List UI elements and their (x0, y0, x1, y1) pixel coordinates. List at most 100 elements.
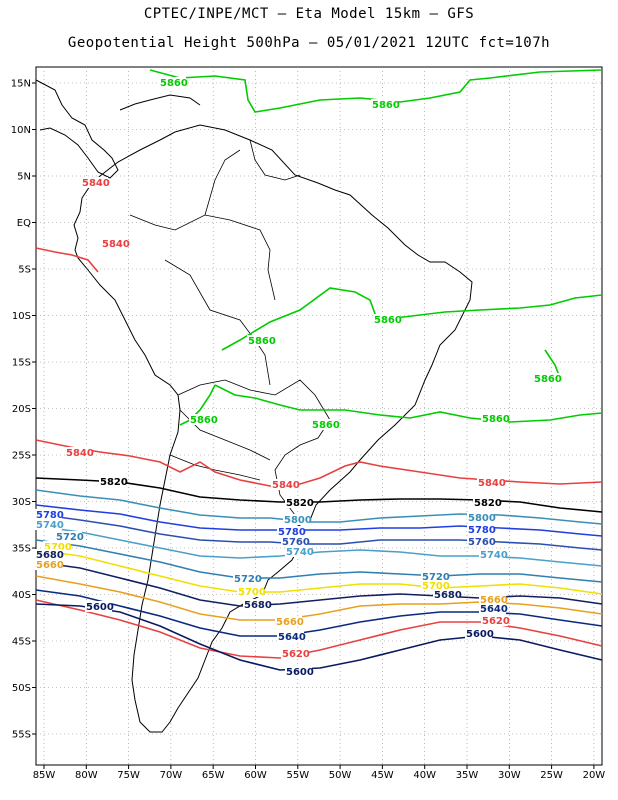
contour-label-5720: 5720 (234, 574, 262, 585)
contour-label-5700: 5700 (44, 542, 72, 553)
lat-label: 10S (12, 311, 31, 322)
contour-label-5660: 5660 (276, 617, 304, 628)
contour-label-bg (159, 77, 186, 88)
contour-label-5860: 5860 (482, 414, 510, 425)
lat-label: 10N (11, 125, 31, 136)
contour-label-bg (477, 477, 504, 488)
contour-label-5740: 5740 (36, 520, 64, 531)
contour-label-bg (275, 616, 302, 627)
contour-label-5840: 5840 (82, 178, 110, 189)
contour-label-bg (285, 497, 312, 508)
contour-label-bg (277, 631, 304, 642)
contour-5600 (35, 603, 603, 671)
lon-label: 30W (498, 770, 521, 781)
lat-label: 30S (12, 497, 31, 508)
contour-label-5740: 5740 (480, 550, 508, 561)
central-america-coast (35, 79, 119, 179)
contour-label-5680: 5680 (434, 590, 462, 601)
contour-label-bg (285, 546, 312, 557)
lon-label: 80W (75, 770, 98, 781)
contour-label-bg (99, 476, 126, 487)
contour-label-bg (281, 648, 308, 659)
lat-label: 50S (12, 683, 31, 694)
lon-label: 50W (329, 770, 352, 781)
contour-5780 (35, 504, 603, 537)
lon-label: 25W (540, 770, 563, 781)
lat-label: 25S (12, 451, 31, 462)
contour-label-bg (283, 514, 310, 525)
lat-label: 15S (12, 358, 31, 369)
contour-label-bg (85, 601, 112, 612)
contour-label-bg (373, 314, 400, 325)
contour-label-bg (237, 586, 264, 597)
lat-label: 5N (17, 172, 31, 183)
contour-label-5860: 5860 (534, 374, 562, 385)
lat-label: 55S (12, 730, 31, 741)
lon-label: 60W (244, 770, 267, 781)
contour-5860 (221, 287, 603, 351)
contour-label-5860: 5860 (312, 420, 340, 431)
contour-5660 (35, 575, 603, 621)
caribbean-coast (119, 94, 201, 111)
map-title: CPTEC/INPE/MCT – Eta Model 15km – GFS (143, 6, 475, 22)
contour-5700 (35, 549, 603, 595)
contour-5680 (35, 561, 603, 607)
contour-label-5720: 5720 (422, 572, 450, 583)
contour-label-5660: 5660 (480, 595, 508, 606)
contour-5720 (35, 539, 603, 583)
contour-label-bg (189, 414, 216, 425)
lat-label: 40S (12, 590, 31, 601)
lon-label: 40W (413, 770, 436, 781)
contour-label-bg (43, 541, 70, 552)
contour-label-5860: 5860 (190, 415, 218, 426)
contour-label-5760: 5760 (468, 537, 496, 548)
contour-label-5820: 5820 (474, 498, 502, 509)
map-frame (35, 66, 603, 766)
contour-label-bg (533, 373, 560, 384)
contour-label-bg (371, 99, 398, 110)
contour-5760 (35, 513, 603, 551)
contour-label-bg (243, 599, 270, 610)
contour-label-5860: 5860 (374, 315, 402, 326)
contour-label-bg (65, 447, 92, 458)
contour-5800 (35, 489, 603, 525)
contour-label-5620: 5620 (482, 616, 510, 627)
lat-label: 5S (18, 265, 31, 276)
contour-label-5700: 5700 (238, 587, 266, 598)
contour-5820 (35, 477, 603, 513)
contour-label-bg (35, 549, 62, 560)
contour-label-5860: 5860 (248, 336, 276, 347)
contour-label-5640: 5640 (278, 632, 306, 643)
lon-label: 75W (117, 770, 140, 781)
contour-5840 (35, 247, 99, 273)
contour-label-bg (101, 238, 128, 249)
contour-5640 (35, 589, 603, 637)
contour-label-bg (35, 519, 62, 530)
contour-label-bg (421, 571, 448, 582)
map-subtitle: Geopotential Height 500hPa – 05/01/2021 … (67, 35, 551, 51)
contour-label-5660: 5660 (36, 560, 64, 571)
contour-5620 (35, 599, 603, 659)
contour-label-bg (277, 526, 304, 537)
lon-label: 65W (202, 770, 225, 781)
lon-label: 35W (456, 770, 479, 781)
contour-label-bg (35, 509, 62, 520)
contour-label-bg (467, 536, 494, 547)
contour-label-bg (247, 335, 274, 346)
contour-label-5860: 5860 (372, 100, 400, 111)
contour-label-bg (285, 666, 312, 677)
contour-label-5780: 5780 (278, 527, 306, 538)
lat-label: 45S (12, 637, 31, 648)
contour-label-5820: 5820 (100, 477, 128, 488)
lon-label: 20W (583, 770, 606, 781)
contour-label-5840: 5840 (102, 239, 130, 250)
lat-label: 15N (11, 79, 31, 90)
lon-label: 45W (371, 770, 394, 781)
contour-label-5820: 5820 (286, 498, 314, 509)
lat-label: 20S (12, 404, 31, 415)
lon-label: 85W (33, 770, 56, 781)
contour-label-5840: 5840 (66, 448, 94, 459)
contour-label-5840: 5840 (478, 478, 506, 489)
contour-label-5680: 5680 (244, 600, 272, 611)
